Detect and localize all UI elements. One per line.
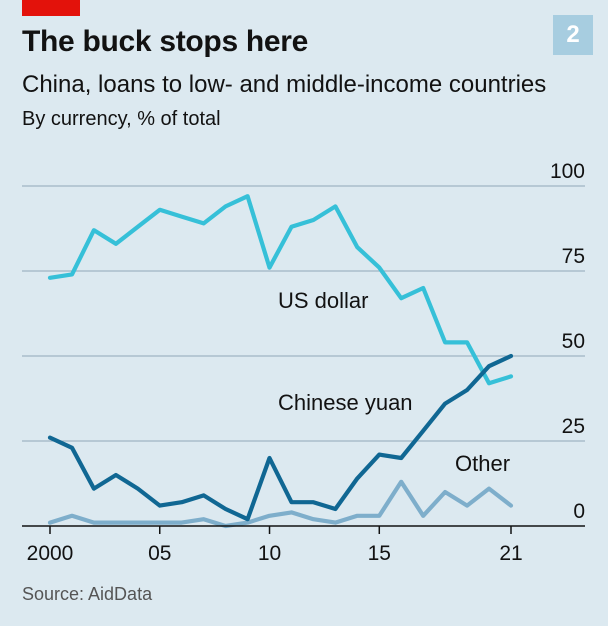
y-tick-label-100: 100: [550, 160, 585, 183]
series-line-us-dollar: [47, 194, 514, 386]
x-tick-label-2010: 10: [258, 542, 281, 565]
y-tick-label-50: 50: [562, 330, 585, 353]
x-tick-label-2015: 15: [368, 542, 391, 565]
series-label-chinese-yuan: Chinese yuan: [278, 390, 413, 415]
y-tick-label-0: 0: [573, 500, 585, 523]
x-axis: [22, 525, 585, 534]
source-note: Source: AidData: [22, 584, 153, 604]
y-tick-label-25: 25: [562, 415, 585, 438]
x-tick-labels: 2000 05 10 15 21: [27, 542, 523, 565]
series-line-other: [47, 479, 514, 529]
chart-number-badge: 2: [553, 15, 593, 55]
series-line-chinese-yuan: [47, 353, 514, 522]
series-label-other: Other: [455, 451, 510, 476]
y-tick-label-75: 75: [562, 245, 585, 268]
brand-red-tag: [22, 0, 80, 16]
x-tick-label-2021: 21: [499, 542, 522, 565]
x-tick-label-2005: 05: [148, 542, 171, 565]
chart-unit-note: By currency, % of total: [22, 108, 221, 130]
chart-title: The buck stops here: [22, 25, 309, 58]
y-tick-labels: 0 25 50 75 100: [550, 160, 585, 523]
gridlines: [22, 185, 585, 442]
series-label-us-dollar: US dollar: [278, 288, 368, 313]
series-lines: [47, 194, 514, 529]
chart-subtitle: China, loans to low- and middle-income c…: [22, 71, 547, 98]
series-labels: US dollar Chinese yuan Other: [278, 288, 510, 476]
x-tick-label-2000: 2000: [27, 542, 74, 565]
